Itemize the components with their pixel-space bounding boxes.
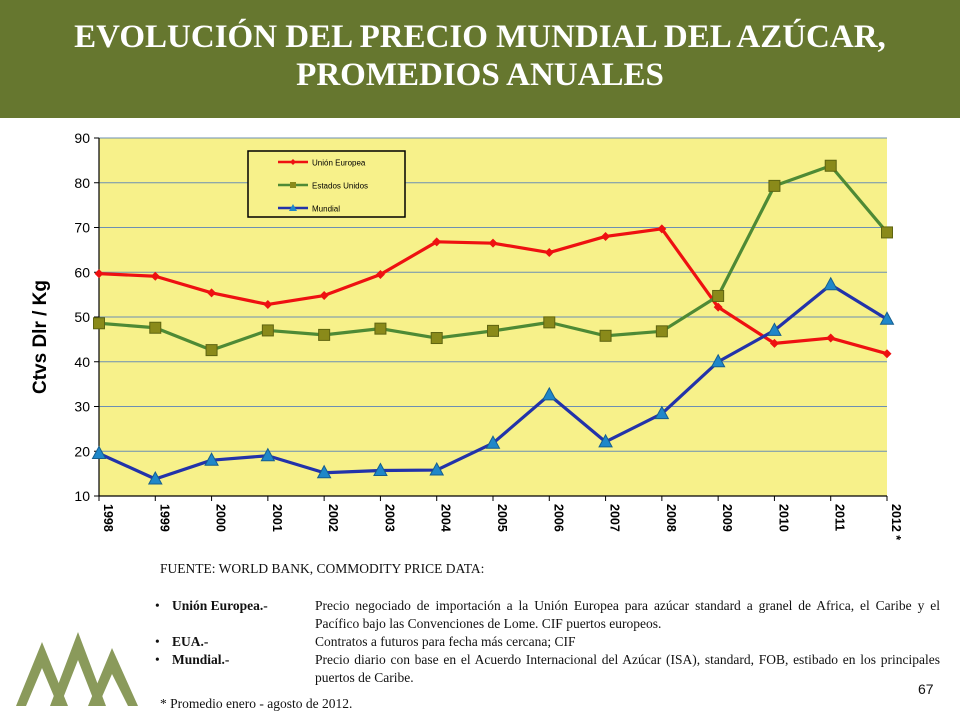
sugar-price-line-chart: 10 20 30 40 50 60 70 80 90 1998 1999 2000 2001 2002 20… xyxy=(30,130,903,540)
data-point xyxy=(601,231,611,241)
data-point xyxy=(826,333,836,343)
data-point xyxy=(487,324,499,337)
data-point xyxy=(712,289,725,302)
x-tick-label: 1998 xyxy=(101,504,115,532)
data-point xyxy=(375,269,385,279)
y-tick-label: 40 xyxy=(74,354,90,370)
x-tick-label: 2008 xyxy=(664,504,678,532)
y-tick-label: 80 xyxy=(74,175,90,191)
title-banner: EVOLUCIÓN DEL PRECIO MUNDIAL DEL AZÚCAR,… xyxy=(0,0,960,118)
y-tick-label: 90 xyxy=(74,130,90,146)
y-tick-label: 30 xyxy=(74,399,90,415)
note-key: EUA.- xyxy=(172,634,209,649)
x-tick-label: 2012 * xyxy=(889,504,903,540)
y-tick-label: 20 xyxy=(74,443,90,459)
note-bullet: • xyxy=(155,634,160,649)
data-point xyxy=(430,332,443,345)
x-tick-label: 2001 xyxy=(270,504,284,532)
data-point xyxy=(485,435,501,449)
data-point xyxy=(768,179,781,192)
legend-label: Estados Unidos xyxy=(312,182,368,191)
series-notes: • Unión Europea.- Precio negociado de im… xyxy=(155,597,940,687)
y-tick-label: 70 xyxy=(74,220,90,236)
data-point xyxy=(655,325,668,338)
data-point xyxy=(91,445,107,459)
data-point xyxy=(373,462,388,476)
data-point xyxy=(767,322,782,336)
data-point xyxy=(150,271,160,281)
data-point xyxy=(319,291,329,301)
y-tick-label: 60 xyxy=(74,264,90,280)
y-axis-label: Ctvs Dlr / Kg xyxy=(30,280,51,394)
note-description: Precio negociado de importación a la Uni… xyxy=(315,598,940,631)
note-union-europea: • Unión Europea.- Precio negociado de im… xyxy=(155,597,940,633)
data-point xyxy=(544,248,554,258)
data-point xyxy=(824,159,837,172)
data-point xyxy=(374,322,387,335)
x-tick-label: 2000 xyxy=(214,504,228,532)
x-tick-label: 2003 xyxy=(382,504,396,532)
source-text: FUENTE: WORLD BANK, COMMODITY PRICE DATA… xyxy=(160,561,485,576)
x-tick-label: 2010 xyxy=(776,504,790,532)
data-point xyxy=(93,317,105,330)
note-description: Contratos a futuros para fecha más cerca… xyxy=(315,634,576,649)
data-point xyxy=(543,316,556,329)
legend-marker xyxy=(289,204,297,211)
legend-label: Unión Europea xyxy=(312,159,366,168)
page-title-line-2: PROMEDIOS ANUALES xyxy=(296,57,664,93)
footnote: * Promedio enero - agosto de 2012. xyxy=(160,696,353,711)
data-point xyxy=(204,452,219,466)
note-key: Unión Europea.- xyxy=(172,598,268,613)
data-point xyxy=(598,433,613,448)
note-mundial: • Mundial.- Precio diario con base en el… xyxy=(155,651,940,687)
data-point xyxy=(881,226,893,239)
data-point xyxy=(710,353,726,368)
data-point xyxy=(879,311,895,325)
x-tick-label: 2002 xyxy=(326,504,340,532)
legend-marker xyxy=(290,159,296,165)
data-point xyxy=(318,328,331,341)
data-point xyxy=(488,238,498,248)
data-point xyxy=(823,276,839,291)
data-point xyxy=(147,470,163,485)
x-tick-label: 2007 xyxy=(608,504,622,532)
data-point xyxy=(261,324,274,337)
data-point xyxy=(263,299,273,309)
data-point xyxy=(429,461,445,476)
x-tick-label: 2004 xyxy=(439,504,453,532)
data-point xyxy=(541,386,557,401)
mountains-logo-icon xyxy=(16,632,138,706)
page-number: 67 xyxy=(918,681,934,697)
data-point xyxy=(205,344,218,357)
data-point xyxy=(149,321,162,334)
data-point xyxy=(713,302,723,312)
legend-label: Mundial xyxy=(312,205,340,214)
data-point xyxy=(207,288,217,298)
data-point xyxy=(769,338,779,348)
note-key: Mundial.- xyxy=(172,652,230,667)
data-point xyxy=(657,224,667,234)
page-title: EVOLUCIÓN DEL PRECIO MUNDIAL DEL AZÚCAR,… xyxy=(0,18,960,94)
x-tick-label: 2005 xyxy=(495,504,509,532)
data-point xyxy=(599,329,612,342)
x-tick-label: 2006 xyxy=(551,504,565,532)
y-tick-label: 10 xyxy=(74,488,90,504)
legend-marker xyxy=(290,182,296,188)
y-tick-label: 50 xyxy=(74,309,90,325)
data-point xyxy=(260,447,276,462)
note-eua: • EUA.- Contratos a futuros para fecha m… xyxy=(155,633,940,651)
data-point xyxy=(882,349,892,359)
data-point xyxy=(654,405,670,420)
x-tick-label: 2009 xyxy=(720,504,734,532)
note-bullet: • xyxy=(155,652,160,667)
x-tick-label: 1999 xyxy=(157,504,171,532)
data-point xyxy=(432,237,442,247)
page-title-line-1: EVOLUCIÓN DEL PRECIO MUNDIAL DEL AZÚCAR, xyxy=(74,19,886,55)
x-tick-label: 2011 xyxy=(833,504,847,531)
data-point xyxy=(94,269,104,279)
legend xyxy=(247,150,406,218)
data-point xyxy=(316,464,332,479)
note-bullet: • xyxy=(155,598,160,613)
note-description: Precio diario con base en el Acuerdo Int… xyxy=(315,652,940,685)
